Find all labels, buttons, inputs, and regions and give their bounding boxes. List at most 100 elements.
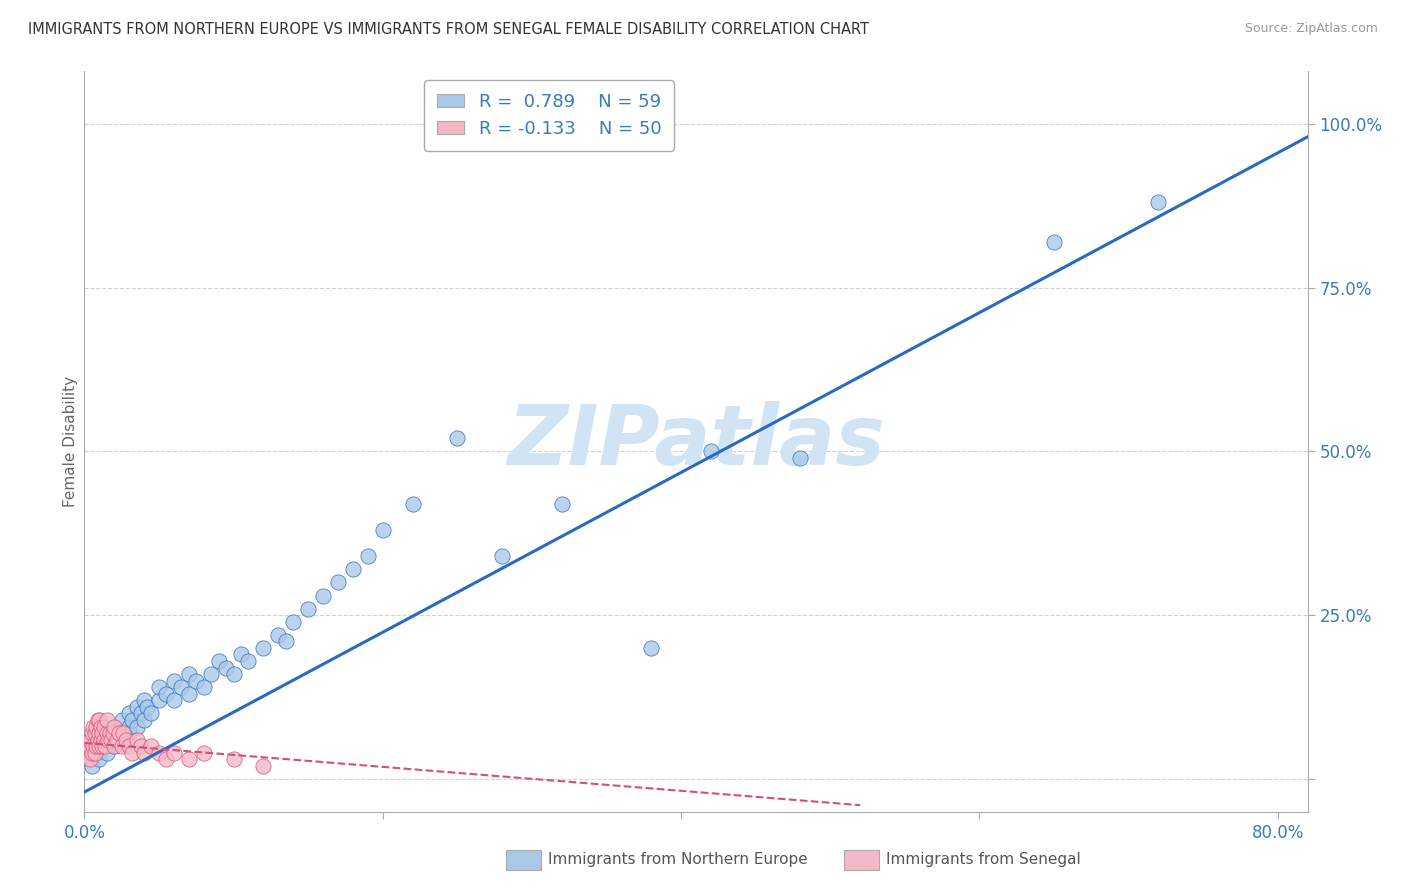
Point <box>222 667 245 681</box>
Point <box>96 746 118 760</box>
Text: IMMIGRANTS FROM NORTHERN EUROPE VS IMMIGRANTS FROM SENEGAL FEMALE DISABILITY COR: IMMIGRANTS FROM NORTHERN EUROPE VS IMMIG… <box>28 22 869 37</box>
Point <box>87 732 110 747</box>
Point <box>80 726 103 740</box>
Point <box>121 746 143 760</box>
Point <box>141 739 163 754</box>
Point <box>89 726 111 740</box>
Point <box>91 726 114 740</box>
Point <box>215 660 238 674</box>
Point <box>79 732 101 747</box>
Point <box>115 732 138 747</box>
Point <box>93 720 115 734</box>
Point <box>132 746 155 760</box>
Point <box>551 497 574 511</box>
Point <box>103 739 125 754</box>
Point <box>105 732 128 747</box>
Point <box>200 667 222 681</box>
Point <box>132 693 155 707</box>
Point <box>163 693 186 707</box>
Text: Source: ZipAtlas.com: Source: ZipAtlas.com <box>1244 22 1378 36</box>
Point <box>163 746 186 760</box>
Point <box>193 680 215 694</box>
Point <box>342 562 364 576</box>
Point <box>326 575 349 590</box>
Point <box>107 726 129 740</box>
Point <box>96 726 118 740</box>
Point <box>207 654 229 668</box>
Point <box>252 640 274 655</box>
Point <box>118 706 141 721</box>
Point <box>84 746 107 760</box>
Point <box>141 706 163 721</box>
Text: ZIPatlas: ZIPatlas <box>508 401 884 482</box>
Point <box>84 720 107 734</box>
Point <box>129 739 152 754</box>
Point <box>491 549 513 564</box>
Point <box>155 687 177 701</box>
Point <box>312 589 335 603</box>
Point <box>89 732 111 747</box>
Point <box>121 713 143 727</box>
Point <box>84 739 107 754</box>
Point <box>83 726 105 740</box>
Point <box>136 699 159 714</box>
Point <box>103 720 125 734</box>
Point <box>125 720 148 734</box>
Point <box>97 732 120 747</box>
Point <box>91 739 114 754</box>
Point <box>357 549 380 564</box>
Y-axis label: Female Disability: Female Disability <box>63 376 77 508</box>
Point <box>252 759 274 773</box>
Point <box>155 752 177 766</box>
Point <box>118 739 141 754</box>
Point <box>93 732 115 747</box>
Point <box>82 720 104 734</box>
Point <box>111 739 134 754</box>
Point <box>90 732 112 747</box>
Point <box>132 713 155 727</box>
Point <box>89 752 111 766</box>
Point <box>267 628 290 642</box>
Point <box>238 654 260 668</box>
Point <box>274 634 297 648</box>
Point <box>89 739 111 754</box>
Point <box>640 640 662 655</box>
Point <box>177 752 200 766</box>
Point <box>446 431 468 445</box>
Point <box>1043 235 1066 249</box>
Point <box>789 450 811 465</box>
Point <box>148 680 170 694</box>
Point <box>83 746 105 760</box>
Point <box>82 739 104 754</box>
Text: Immigrants from Northern Europe: Immigrants from Northern Europe <box>548 853 808 867</box>
Point <box>91 739 114 754</box>
Point <box>170 680 193 694</box>
Point <box>101 726 124 740</box>
Point <box>1147 195 1170 210</box>
Point <box>105 726 128 740</box>
Point <box>103 739 125 754</box>
Point <box>125 699 148 714</box>
Point <box>297 601 319 615</box>
Point <box>96 713 118 727</box>
Point <box>80 746 103 760</box>
Point <box>94 739 117 754</box>
Point <box>193 746 215 760</box>
Point <box>229 648 252 662</box>
Point <box>700 444 723 458</box>
Legend: R =  0.789    N = 59, R = -0.133    N = 50: R = 0.789 N = 59, R = -0.133 N = 50 <box>425 80 673 151</box>
Point <box>90 720 112 734</box>
Point <box>77 739 100 754</box>
Point <box>100 732 122 747</box>
Point <box>186 673 208 688</box>
Point <box>112 726 135 740</box>
Point <box>177 667 200 681</box>
Point <box>100 732 122 747</box>
Point <box>371 523 394 537</box>
Point <box>118 726 141 740</box>
Point <box>118 720 141 734</box>
Point <box>148 693 170 707</box>
Point <box>163 673 186 688</box>
Point <box>148 746 170 760</box>
Point <box>87 713 110 727</box>
